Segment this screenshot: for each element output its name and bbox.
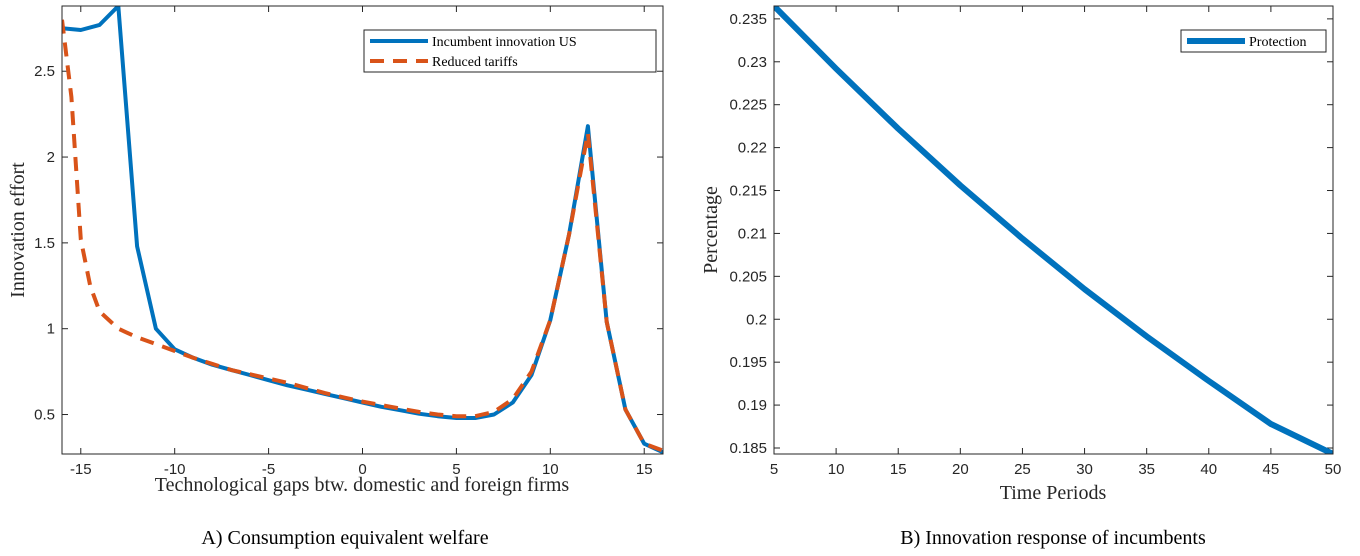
plot-frame-b [773,5,1334,455]
x-tick-label: -5 [262,461,275,478]
y-tick-label: 1 [47,321,55,338]
x-tick-label: 10 [542,461,559,478]
caption-b: B) Innovation response of incumbents [900,527,1206,549]
y-tick-label: 2.5 [34,63,55,80]
y-ticks-a: 0.5 1 1.5 2 2.5 [34,63,663,424]
series-line-2 [62,19,663,453]
x-tick-label: 15 [890,461,907,478]
legend-label: Incumbent innovation US [432,35,577,50]
y-tick-label: 0.5 [34,407,55,424]
y-axis-label-b: Percentage [700,186,722,274]
legend-a: Incumbent innovation US Reduced tariffs [363,29,657,73]
x-ticks-a: -15 -10 -5 0 5 10 15 [70,6,653,478]
series-line-1 [774,6,1333,454]
chart-panel-a: -15 -10 -5 0 5 10 15 0.5 1 1.5 2 2.5 Incumbent inn… [7,5,664,549]
y-tick-label: 0.215 [729,183,767,200]
plot-area-a [62,6,663,454]
x-tick-label: 5 [770,461,778,478]
y-ticks-b: 0.185 0.19 0.195 0.2 0.205 0.21 0.215 0.22 0.225… [729,11,1333,457]
x-tick-label: 35 [1138,461,1155,478]
series-lines-b [774,6,1333,454]
x-tick-label: 15 [636,461,653,478]
series-lines-a [62,6,663,454]
chart-panel-b: 5 10 15 20 25 30 35 40 45 50 0.185 0.19 0.195 0.2 0.2… [700,5,1342,549]
plot-frame-a [61,5,664,455]
y-tick-label: 0.19 [738,397,767,414]
x-tick-label: 20 [952,461,969,478]
x-tick-label: 40 [1200,461,1217,478]
y-tick-label: 0.21 [738,225,767,242]
x-axis-label-a: Technological gaps btw. domestic and for… [155,474,570,496]
y-tick-label: 0.235 [729,11,767,28]
legend-b: Protection [1180,29,1327,53]
legend-box [1180,29,1327,53]
y-tick-label: 0.23 [738,54,767,71]
x-tick-label: -15 [70,461,92,478]
y-tick-label: 0.195 [729,354,767,371]
y-tick-label: 2 [47,149,55,166]
x-tick-label: 5 [452,461,460,478]
x-tick-label: 45 [1263,461,1280,478]
x-tick-label: -10 [164,461,186,478]
legend-label: Protection [1249,35,1307,50]
legend-label: Reduced tariffs [432,55,518,70]
y-tick-label: 0.205 [729,268,767,285]
y-tick-label: 0.225 [729,97,767,114]
y-tick-label: 0.2 [746,311,767,328]
x-tick-label: 10 [828,461,845,478]
x-tick-label: 0 [358,461,366,478]
y-tick-label: 1.5 [34,235,55,252]
y-tick-label: 0.22 [738,140,767,157]
x-tick-label: 50 [1325,461,1342,478]
legend-box [363,29,657,73]
y-tick-label: 0.185 [729,440,767,457]
x-ticks-b: 5 10 15 20 25 30 35 40 45 50 [770,6,1342,478]
plot-area-b [774,6,1333,454]
y-axis-label-a: Innovation effort [7,162,29,298]
x-axis-label-b: Time Periods [1000,482,1107,504]
x-tick-label: 30 [1076,461,1093,478]
caption-a: A) Consumption equivalent welfare [201,527,488,549]
x-tick-label: 25 [1014,461,1031,478]
